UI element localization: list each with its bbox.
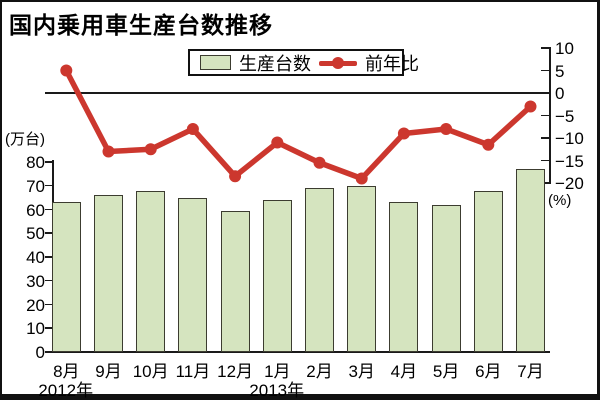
production-bar [178, 197, 208, 352]
left-axis-tick-label: 70 [26, 176, 45, 196]
yoy-marker [482, 138, 495, 151]
right-axis-tick [541, 69, 549, 71]
right-axis-tick [541, 137, 549, 139]
left-axis-tick [45, 256, 53, 258]
left-axis-tick [45, 161, 53, 163]
production-bar [305, 188, 334, 352]
yoy-marker [397, 127, 410, 140]
x-axis-month-label: 8月 [53, 362, 80, 381]
right-axis-tick [541, 114, 549, 116]
legend-line-marker-icon [332, 56, 344, 69]
production-bar [473, 190, 503, 352]
production-bar [94, 195, 123, 352]
x-axis-month-label: 7月 [517, 362, 544, 381]
right-axis-tick-label: −5 [555, 106, 575, 126]
right-axis-tick [541, 47, 549, 49]
x-axis-month-label: 11月 [175, 362, 211, 381]
x-axis-month-label: 10月 [132, 362, 169, 381]
x-axis-month-label: 1月 [264, 362, 291, 381]
right-axis-line [549, 47, 551, 184]
right-axis-tick-label: −20 [555, 174, 584, 193]
production-bar [51, 202, 81, 352]
right-axis-tick-label: 5 [555, 61, 565, 81]
x-axis-line [52, 351, 550, 353]
left-axis-tick [45, 232, 53, 234]
left-axis-tick-label: 10 [26, 319, 45, 339]
yoy-marker [355, 172, 368, 185]
production-bar [347, 185, 377, 352]
left-axis-tick [45, 303, 53, 305]
left-axis-unit-label: (万台) [5, 131, 45, 148]
yoy-line [63, 67, 534, 182]
x-axis-year-label: 2012年 [38, 381, 94, 400]
legend: 生産台数 前年比 [188, 49, 419, 76]
right-axis-tick-label: 10 [555, 39, 574, 58]
x-axis-month-label: 3月 [348, 362, 375, 381]
yoy-marker [186, 123, 199, 135]
x-axis-year-label: 2013年 [249, 381, 305, 400]
production-bar [136, 190, 166, 352]
right-axis-tick [541, 92, 549, 94]
production-bar [220, 210, 250, 352]
yoy-marker [144, 143, 157, 156]
production-bar [262, 200, 292, 352]
yoy-marker [60, 64, 73, 77]
zero-line [45, 92, 550, 94]
left-axis-tick-label: 60 [26, 200, 45, 220]
right-axis-tick-label: 0 [555, 84, 565, 103]
left-axis-tick-label: 80 [26, 153, 45, 172]
left-axis-tick-label: 40 [26, 248, 45, 267]
right-axis-tick-label: −10 [555, 129, 584, 148]
left-axis-tick [45, 351, 53, 353]
x-axis-month-label: 5月 [432, 362, 460, 381]
production-bar [516, 169, 545, 352]
yoy-marker [229, 170, 242, 183]
legend-bar-swatch [200, 55, 231, 70]
yoy-marker [440, 123, 453, 135]
left-axis-tick [45, 327, 53, 329]
production-bar [431, 204, 461, 352]
x-axis-month-label: 6月 [475, 362, 502, 381]
left-axis-tick-label: 0 [35, 343, 45, 362]
yoy-marker [102, 145, 115, 158]
left-axis-tick-label: 30 [26, 271, 45, 291]
yoy-marker [313, 156, 326, 169]
x-axis-month-label: 4月 [390, 362, 418, 381]
yoy-marker [271, 136, 284, 149]
right-axis-tick-label: −15 [555, 151, 584, 171]
legend-line-sample [319, 56, 357, 70]
left-axis-tick [45, 279, 53, 282]
production-bar [389, 202, 419, 352]
left-axis-tick [45, 184, 53, 187]
right-axis-tick [541, 159, 549, 161]
left-axis-tick-label: 20 [26, 295, 45, 315]
left-axis-tick-label: 50 [26, 224, 45, 244]
legend-bar-label: 生産台数 [239, 53, 311, 74]
left-axis-tick [45, 208, 53, 210]
x-axis-month-label: 12月 [217, 362, 254, 381]
legend-line-label: 前年比 [365, 53, 419, 74]
chart-title: 国内乗用車生産台数推移 [9, 12, 273, 38]
x-axis-month-label: 2月 [306, 362, 333, 381]
right-axis-tick [541, 182, 549, 184]
right-axis-unit-label: (%) [548, 192, 572, 209]
yoy-marker [524, 100, 537, 113]
x-axis-month-label: 9月 [95, 362, 122, 381]
